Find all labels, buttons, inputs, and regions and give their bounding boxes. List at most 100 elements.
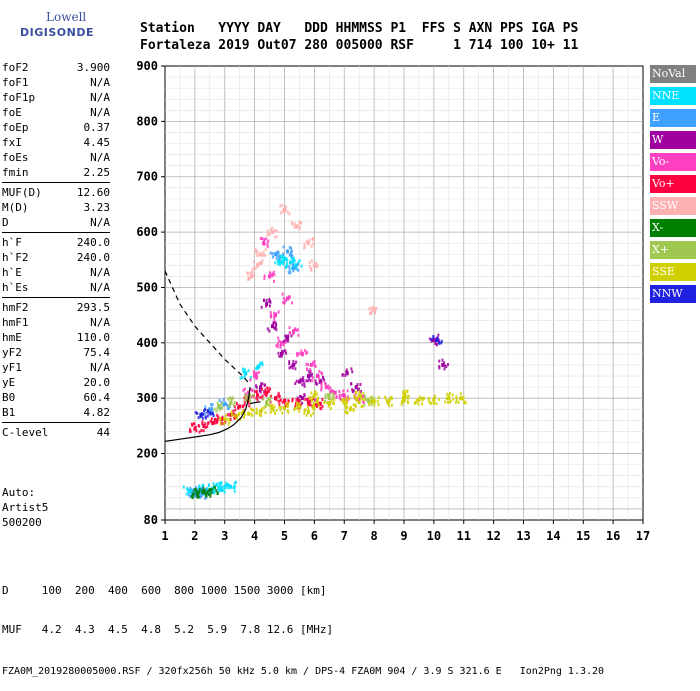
echo-cluster-vo: [287, 399, 290, 403]
echo-cluster-nne: [277, 258, 280, 262]
echo-cluster-x: [332, 392, 335, 396]
echo-cluster-sse: [304, 408, 307, 412]
echo-cluster-sse: [286, 409, 289, 413]
echo-cluster-nne: [233, 489, 236, 493]
echo-cluster-vo: [316, 373, 319, 377]
echo-cluster-vo: [276, 342, 279, 346]
echo-cluster-x: [202, 486, 205, 490]
echo-cluster-w: [356, 383, 359, 387]
echo-cluster-vo: [318, 369, 321, 373]
echo-cluster-sse: [448, 392, 451, 396]
echo-cluster-w: [288, 360, 291, 364]
echo-cluster-sse: [296, 406, 299, 410]
header-values: Fortaleza 2019 Out07 280 005000 RSF 1 71…: [140, 38, 587, 53]
echo-cluster-x: [228, 396, 231, 400]
auto-code: 500200: [2, 516, 42, 529]
legend-item-x: X-: [650, 219, 696, 237]
echo-cluster-x: [206, 490, 209, 494]
echo-cluster-nne: [243, 373, 246, 377]
param-value: N/A: [90, 266, 110, 279]
echo-cluster-w: [438, 359, 441, 363]
echo-cluster-vo: [243, 403, 246, 407]
param-value: 12.60: [76, 186, 110, 199]
echo-cluster-sse: [455, 395, 458, 399]
echo-cluster-nne: [249, 376, 252, 380]
echo-cluster-ssw: [310, 244, 313, 248]
echo-cluster-ssw: [264, 253, 267, 257]
echo-cluster-w: [441, 358, 444, 362]
echo-cluster-vo: [275, 397, 278, 401]
echo-cluster-sse: [353, 394, 356, 398]
echo-cluster-ssw: [310, 267, 313, 271]
echo-cluster-sse: [287, 402, 290, 406]
echo-cluster-vo: [244, 392, 247, 396]
echo-cluster-sse: [242, 409, 245, 413]
param-row: hmE 110.0: [2, 330, 110, 345]
echo-cluster-sse: [384, 397, 387, 401]
echo-cluster-e: [225, 402, 228, 406]
echo-cluster-vo: [291, 301, 294, 305]
echo-cluster-ssw: [305, 240, 308, 244]
echo-cluster-sse: [373, 397, 376, 401]
echo-cluster-vo: [249, 388, 252, 392]
echo-cluster-nne: [286, 264, 289, 268]
echo-cluster-vo: [294, 327, 297, 331]
echo-cluster-ssw: [274, 228, 277, 232]
echo-cluster-ssw: [249, 271, 252, 275]
echo-cluster-x: [193, 488, 196, 492]
echo-cluster-sse: [311, 395, 314, 399]
echo-cluster-x: [370, 403, 373, 407]
echo-cluster-vo: [354, 393, 357, 397]
echo-cluster-e: [277, 251, 280, 255]
echo-cluster-x: [196, 493, 199, 497]
param-value: 3.900: [76, 61, 110, 74]
echo-cluster-w: [308, 373, 311, 377]
echo-cluster-w: [282, 340, 285, 344]
echo-cluster-w: [309, 369, 312, 373]
echo-cluster-sse: [461, 397, 464, 401]
echo-cluster-ssw: [254, 248, 257, 252]
x-tick-label: 15: [576, 529, 590, 543]
echo-cluster-sse: [281, 411, 284, 415]
echo-cluster-nne: [282, 260, 285, 264]
echo-point-x: [366, 398, 370, 403]
param-row: foEs N/A: [2, 150, 110, 165]
param-name: h`F: [2, 236, 22, 249]
echo-cluster-sse: [313, 406, 316, 410]
echo-cluster-w: [287, 339, 290, 343]
echo-cluster-sse: [332, 401, 335, 405]
echo-cluster-sse: [407, 401, 410, 405]
param-row: foE N/A: [2, 105, 110, 120]
legend-item-sse: SSE: [650, 263, 696, 281]
echo-cluster-sse: [278, 405, 281, 409]
echo-cluster-nne: [286, 261, 289, 265]
echo-cluster-vo: [284, 404, 287, 408]
echo-cluster-sse: [403, 398, 406, 402]
legend-item-nnw: NNW: [650, 285, 696, 303]
echo-cluster-w: [303, 382, 306, 386]
echo-cluster-vo: [338, 389, 341, 393]
x-tick-label: 11: [457, 529, 471, 543]
echo-cluster-nne: [228, 484, 231, 488]
echo-cluster-e: [200, 494, 203, 498]
param-value: 2.25: [83, 166, 111, 179]
echo-cluster-vo: [207, 421, 210, 425]
echo-cluster-ssw: [291, 220, 294, 224]
station-header: Station YYYY DAY DDD HHMMSS P1 FFS S AXN…: [140, 20, 586, 54]
echo-cluster-ssw: [371, 306, 374, 310]
echo-cluster-sse: [243, 413, 246, 417]
echo-cluster-sse: [235, 417, 238, 421]
echo-cluster-sse: [310, 397, 313, 401]
echo-cluster-x: [265, 399, 268, 403]
echo-cluster-sse: [354, 403, 357, 407]
echo-cluster-ssw: [288, 212, 291, 216]
echo-cluster-sse: [298, 404, 301, 408]
echo-cluster-vo: [314, 402, 317, 406]
echo-cluster-x: [228, 404, 231, 408]
param-row: M(D) 3.23: [2, 200, 110, 215]
echo-cluster-sse: [362, 392, 365, 396]
echo-cluster-sse: [242, 415, 245, 419]
echo-cluster-vo: [305, 398, 308, 402]
echo-cluster-vo: [321, 372, 324, 376]
echo-cluster-e: [226, 404, 229, 408]
